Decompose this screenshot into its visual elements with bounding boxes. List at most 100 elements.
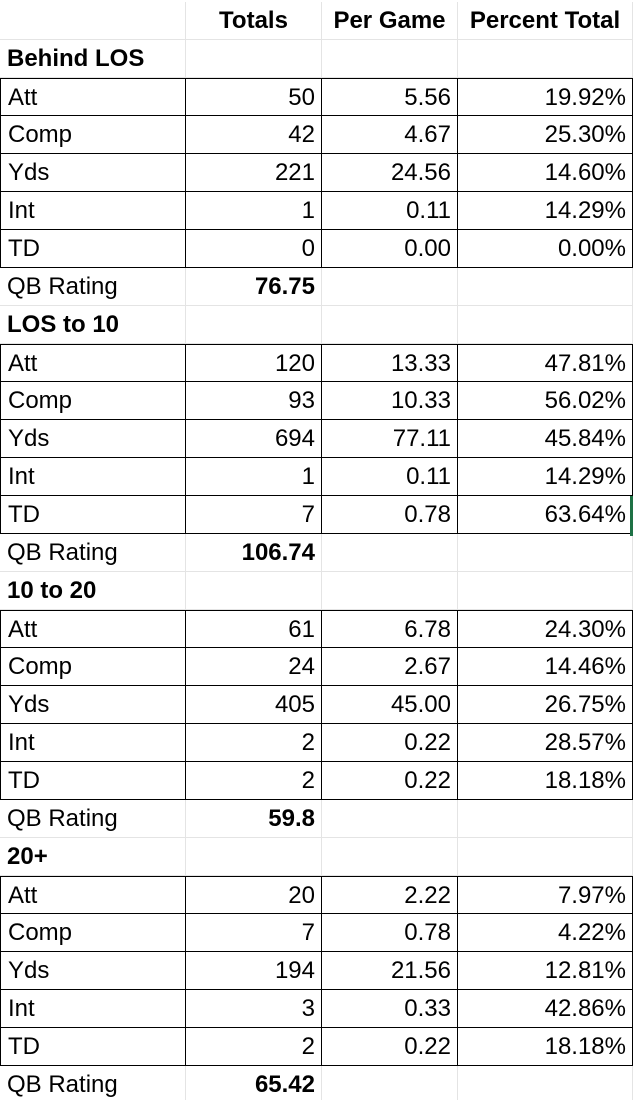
section-title[interactable]: 10 to 20 <box>0 572 186 610</box>
row-label[interactable]: Att <box>0 344 186 382</box>
row-label[interactable]: TD <box>0 496 186 534</box>
percent-total-value[interactable]: 28.57% <box>458 724 633 762</box>
per-game-value[interactable]: 0.78 <box>322 496 458 534</box>
header-label-cell[interactable] <box>0 2 186 40</box>
totals-value[interactable]: 61 <box>186 610 322 648</box>
empty-cell[interactable] <box>322 306 458 344</box>
header-percent-total[interactable]: Percent Total <box>458 2 633 40</box>
row-label[interactable]: Comp <box>0 382 186 420</box>
percent-total-value[interactable]: 45.84% <box>458 420 633 458</box>
row-label[interactable]: Comp <box>0 116 186 154</box>
totals-value[interactable]: 221 <box>186 154 322 192</box>
percent-total-value[interactable]: 7.97% <box>458 876 633 914</box>
percent-total-value[interactable]: 14.60% <box>458 154 633 192</box>
per-game-value[interactable]: 13.33 <box>322 344 458 382</box>
row-label[interactable]: Int <box>0 990 186 1028</box>
totals-value[interactable]: 93 <box>186 382 322 420</box>
qb-rating-label[interactable]: QB Rating <box>0 534 186 572</box>
empty-cell[interactable] <box>322 534 458 572</box>
empty-cell[interactable] <box>458 534 633 572</box>
totals-value[interactable]: 2 <box>186 724 322 762</box>
percent-total-value[interactable]: 47.81% <box>458 344 633 382</box>
percent-total-value[interactable]: 12.81% <box>458 952 633 990</box>
per-game-value[interactable]: 0.11 <box>322 458 458 496</box>
row-label[interactable]: Att <box>0 78 186 116</box>
totals-value[interactable]: 50 <box>186 78 322 116</box>
per-game-value[interactable]: 77.11 <box>322 420 458 458</box>
qb-rating-label[interactable]: QB Rating <box>0 1066 186 1100</box>
per-game-value[interactable]: 21.56 <box>322 952 458 990</box>
per-game-value[interactable]: 45.00 <box>322 686 458 724</box>
per-game-value[interactable]: 10.33 <box>322 382 458 420</box>
row-label[interactable]: Att <box>0 610 186 648</box>
row-label[interactable]: Int <box>0 192 186 230</box>
per-game-value[interactable]: 6.78 <box>322 610 458 648</box>
totals-value[interactable]: 2 <box>186 762 322 800</box>
totals-value[interactable]: 24 <box>186 648 322 686</box>
row-label[interactable]: TD <box>0 230 186 268</box>
empty-cell[interactable] <box>322 268 458 306</box>
totals-value[interactable]: 120 <box>186 344 322 382</box>
qb-rating-value[interactable]: 76.75 <box>186 268 322 306</box>
percent-total-value[interactable]: 18.18% <box>458 1028 633 1066</box>
row-label[interactable]: TD <box>0 1028 186 1066</box>
qb-rating-value[interactable]: 59.8 <box>186 800 322 838</box>
empty-cell[interactable] <box>458 838 633 876</box>
per-game-value[interactable]: 4.67 <box>322 116 458 154</box>
percent-total-value[interactable]: 56.02% <box>458 382 633 420</box>
empty-cell[interactable] <box>322 1066 458 1100</box>
per-game-value[interactable]: 0.33 <box>322 990 458 1028</box>
row-label[interactable]: TD <box>0 762 186 800</box>
empty-cell[interactable] <box>458 268 633 306</box>
totals-value[interactable]: 7 <box>186 496 322 534</box>
empty-cell[interactable] <box>458 1066 633 1100</box>
percent-total-value[interactable]: 42.86% <box>458 990 633 1028</box>
percent-total-value[interactable]: 26.75% <box>458 686 633 724</box>
percent-total-value[interactable]: 0.00% <box>458 230 633 268</box>
totals-value[interactable]: 1 <box>186 458 322 496</box>
per-game-value[interactable]: 2.22 <box>322 876 458 914</box>
empty-cell[interactable] <box>322 838 458 876</box>
percent-total-value[interactable]: 18.18% <box>458 762 633 800</box>
totals-value[interactable]: 42 <box>186 116 322 154</box>
empty-cell[interactable] <box>322 40 458 78</box>
header-totals[interactable]: Totals <box>186 2 322 40</box>
row-label[interactable]: Yds <box>0 420 186 458</box>
empty-cell[interactable] <box>322 800 458 838</box>
per-game-value[interactable]: 0.22 <box>322 724 458 762</box>
empty-cell[interactable] <box>186 838 322 876</box>
per-game-value[interactable]: 0.78 <box>322 914 458 952</box>
totals-value[interactable]: 694 <box>186 420 322 458</box>
per-game-value[interactable]: 0.22 <box>322 1028 458 1066</box>
percent-total-value[interactable]: 14.29% <box>458 192 633 230</box>
percent-total-value[interactable]: 25.30% <box>458 116 633 154</box>
percent-total-value[interactable]: 24.30% <box>458 610 633 648</box>
row-label[interactable]: Comp <box>0 914 186 952</box>
per-game-value[interactable]: 5.56 <box>322 78 458 116</box>
per-game-value[interactable]: 0.00 <box>322 230 458 268</box>
per-game-value[interactable]: 0.11 <box>322 192 458 230</box>
totals-value[interactable]: 1 <box>186 192 322 230</box>
qb-rating-label[interactable]: QB Rating <box>0 268 186 306</box>
per-game-value[interactable]: 0.22 <box>322 762 458 800</box>
per-game-value[interactable]: 2.67 <box>322 648 458 686</box>
row-label[interactable]: Att <box>0 876 186 914</box>
percent-total-value[interactable]: 14.46% <box>458 648 633 686</box>
empty-cell[interactable] <box>458 800 633 838</box>
section-title[interactable]: LOS to 10 <box>0 306 186 344</box>
empty-cell[interactable] <box>322 572 458 610</box>
empty-cell[interactable] <box>458 40 633 78</box>
section-title[interactable]: 20+ <box>0 838 186 876</box>
qb-rating-label[interactable]: QB Rating <box>0 800 186 838</box>
percent-total-value[interactable]: 4.22% <box>458 914 633 952</box>
totals-value[interactable]: 405 <box>186 686 322 724</box>
header-per-game[interactable]: Per Game <box>322 2 458 40</box>
row-label[interactable]: Int <box>0 724 186 762</box>
percent-total-value[interactable]: 19.92% <box>458 78 633 116</box>
totals-value[interactable]: 3 <box>186 990 322 1028</box>
section-title[interactable]: Behind LOS <box>0 40 186 78</box>
totals-value[interactable]: 7 <box>186 914 322 952</box>
row-label[interactable]: Comp <box>0 648 186 686</box>
totals-value[interactable]: 194 <box>186 952 322 990</box>
percent-total-value[interactable]: 63.64% <box>458 496 633 534</box>
